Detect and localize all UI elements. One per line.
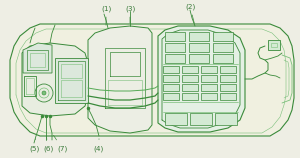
Bar bbox=[182, 66, 198, 73]
Bar bbox=[189, 54, 209, 63]
Bar bbox=[163, 84, 179, 91]
Polygon shape bbox=[22, 43, 88, 116]
Bar bbox=[220, 75, 236, 82]
Text: (7): (7) bbox=[53, 135, 67, 152]
Bar bbox=[163, 75, 179, 82]
Bar bbox=[201, 84, 217, 91]
Polygon shape bbox=[10, 24, 294, 136]
Bar bbox=[213, 54, 233, 63]
Text: (2): (2) bbox=[185, 3, 195, 23]
Bar bbox=[201, 75, 217, 82]
Polygon shape bbox=[88, 26, 152, 133]
Bar bbox=[190, 113, 212, 125]
Bar bbox=[220, 84, 236, 91]
Bar bbox=[201, 93, 217, 100]
Circle shape bbox=[42, 91, 46, 95]
Text: (6): (6) bbox=[43, 136, 53, 152]
Bar bbox=[268, 40, 280, 50]
Bar bbox=[213, 43, 233, 52]
Text: (3): (3) bbox=[125, 5, 135, 23]
Bar bbox=[163, 93, 179, 100]
Bar bbox=[165, 32, 185, 41]
Bar bbox=[271, 43, 277, 47]
Bar bbox=[189, 32, 209, 41]
Bar bbox=[165, 43, 185, 52]
Bar bbox=[165, 54, 185, 63]
Polygon shape bbox=[55, 58, 88, 103]
Bar bbox=[182, 75, 198, 82]
Polygon shape bbox=[158, 26, 245, 132]
Bar bbox=[189, 43, 209, 52]
Bar bbox=[220, 93, 236, 100]
Text: (5): (5) bbox=[29, 139, 39, 152]
Text: (4): (4) bbox=[94, 139, 104, 152]
Polygon shape bbox=[23, 43, 52, 73]
Bar bbox=[201, 66, 217, 73]
Bar bbox=[182, 93, 198, 100]
Text: (1): (1) bbox=[101, 5, 111, 25]
Bar bbox=[165, 113, 187, 125]
Bar bbox=[220, 66, 236, 73]
Bar bbox=[213, 32, 233, 41]
Bar bbox=[215, 113, 237, 125]
Bar bbox=[182, 84, 198, 91]
Bar bbox=[163, 66, 179, 73]
